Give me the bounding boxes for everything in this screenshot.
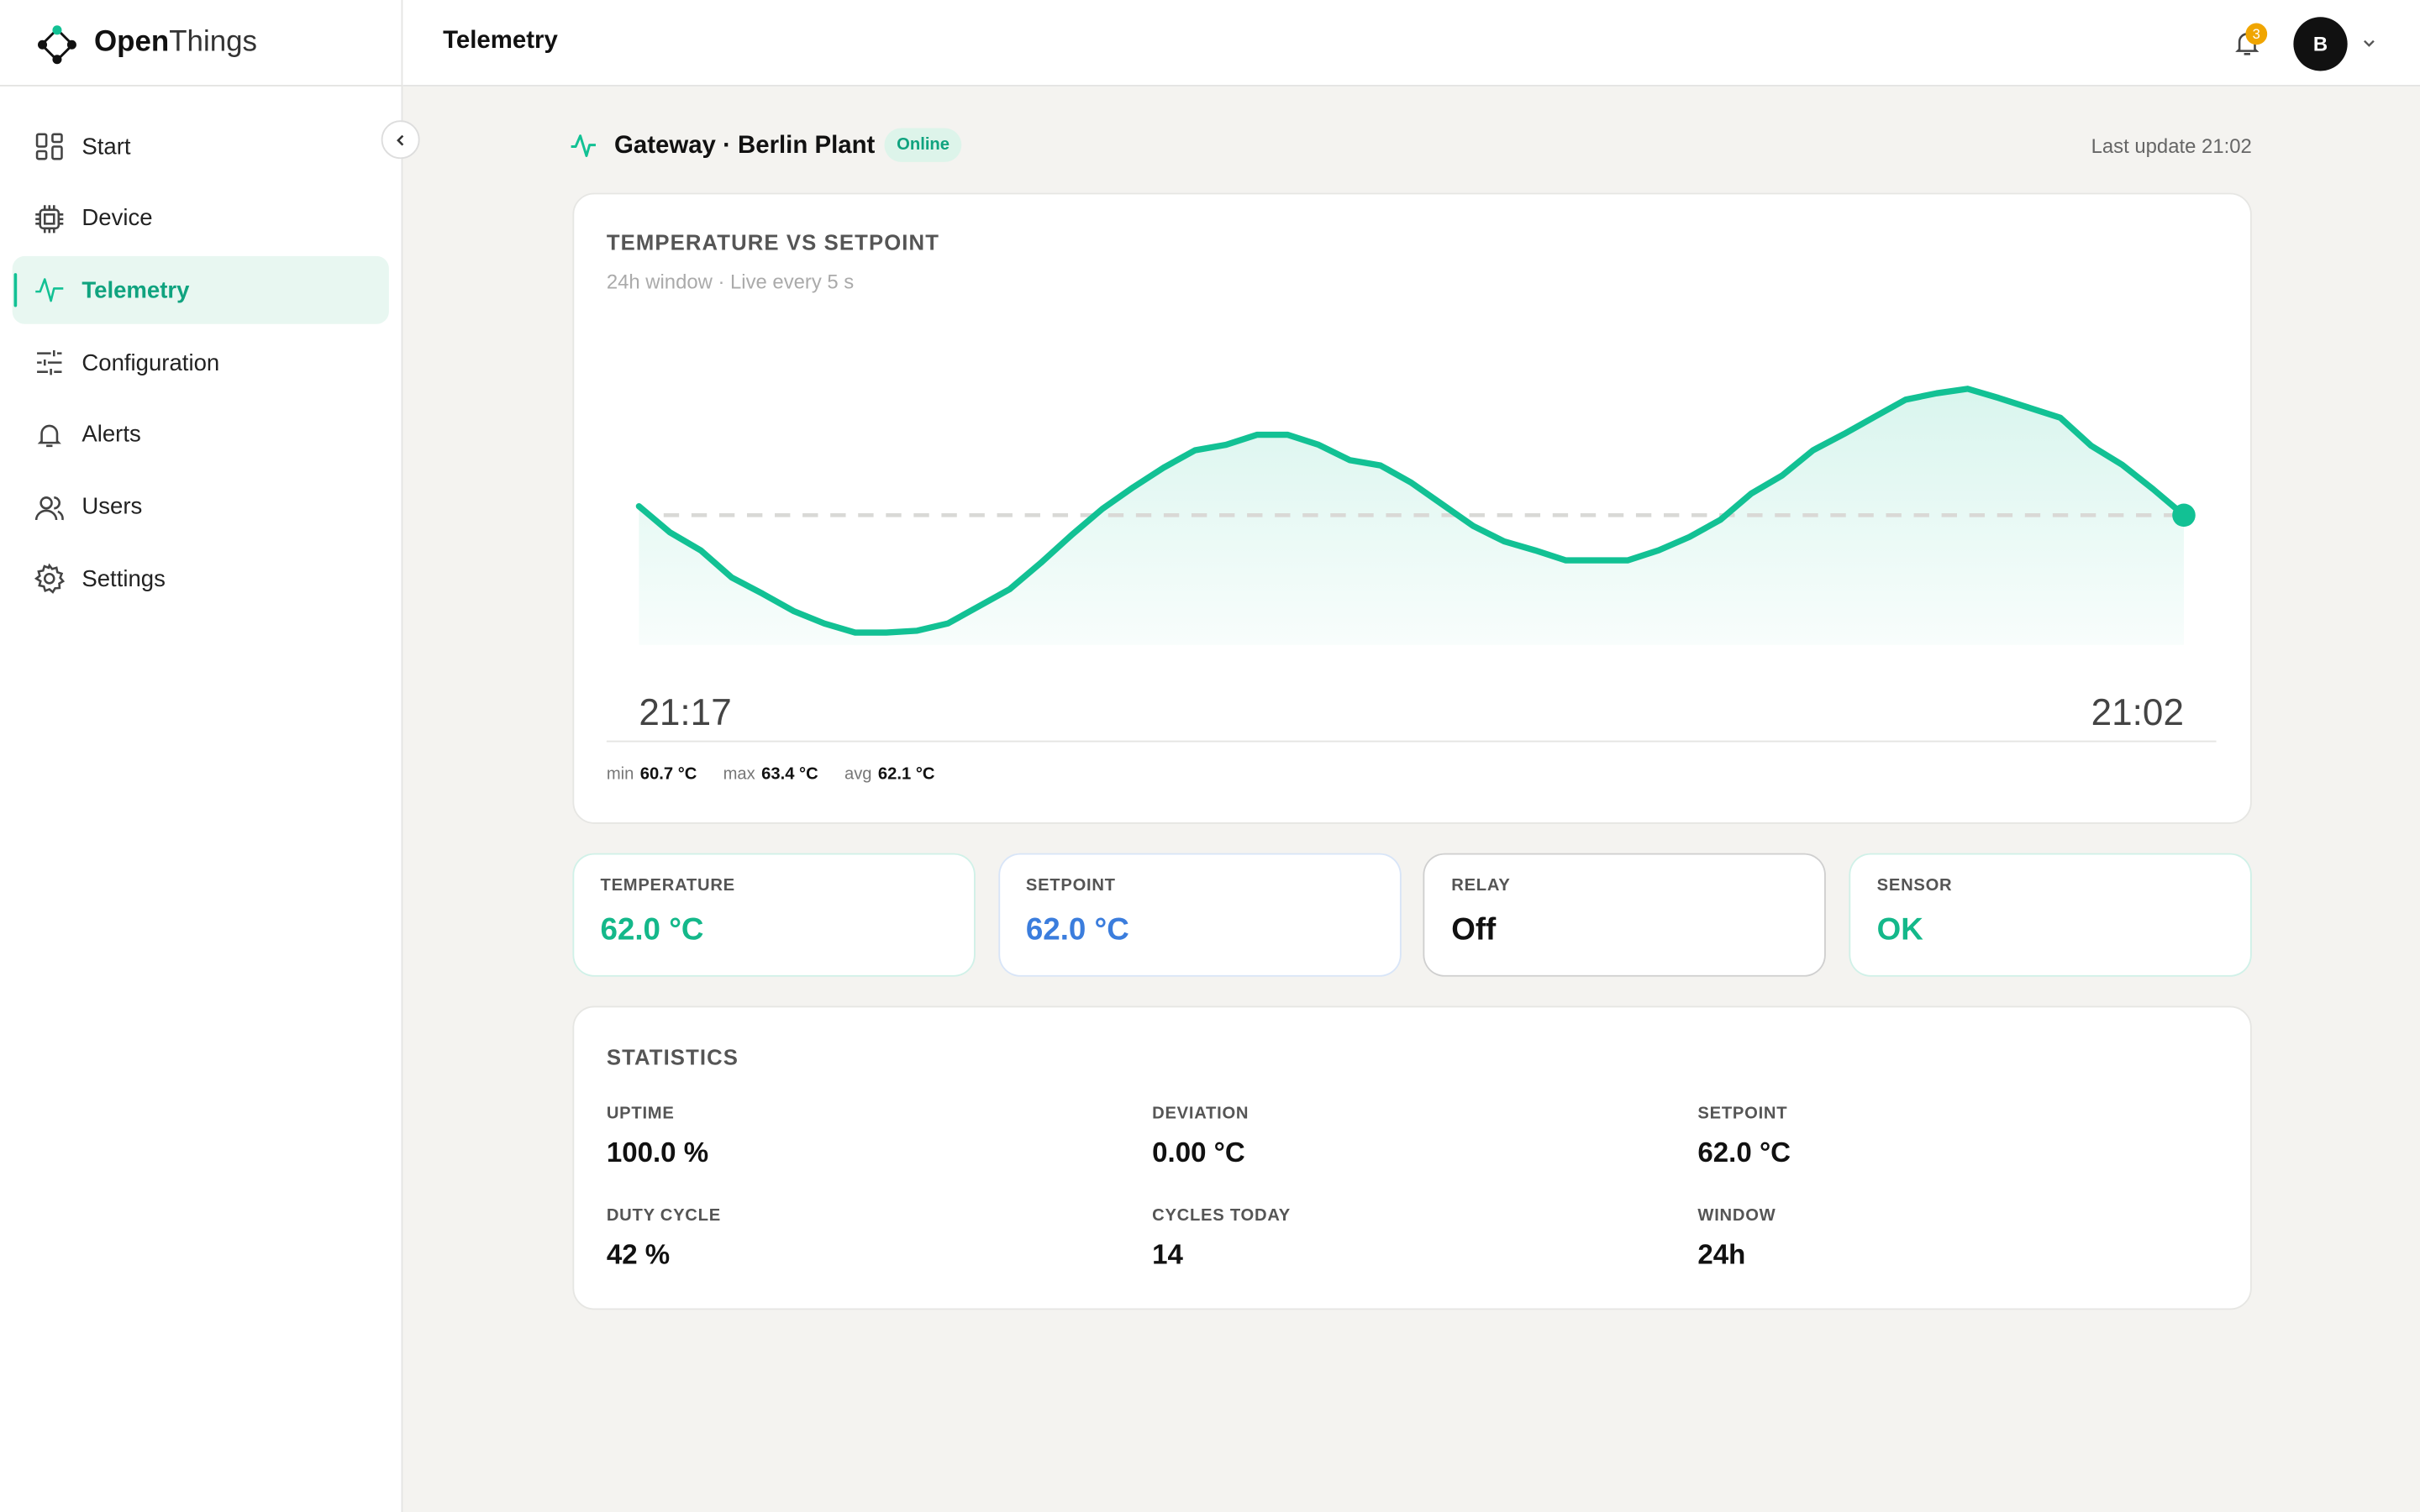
status-badge: Online bbox=[884, 128, 962, 162]
nav-item[interactable]: Alerts bbox=[13, 401, 389, 469]
stat-value: 62.0 °C bbox=[1697, 1137, 1791, 1168]
topbar: Telemetry 3 B bbox=[402, 0, 2420, 87]
nav-label: Start bbox=[82, 133, 131, 160]
stat-value: 14 bbox=[1152, 1237, 1183, 1269]
metric-card: SENSOR OK bbox=[1849, 853, 2252, 977]
chart-card: TEMPERATURE VS SETPOINT 24h window · Liv… bbox=[572, 192, 2252, 824]
pulse-icon bbox=[571, 134, 596, 157]
metric-value: Off bbox=[1451, 913, 1497, 948]
x-end-label: 21:02 bbox=[2091, 692, 2184, 733]
metric-label: TEMPERATURE bbox=[600, 876, 735, 895]
nav-icon bbox=[34, 563, 66, 595]
sidebar: OpenThings Start Device Telemetry Configura… bbox=[0, 0, 403, 1512]
summary-label: min bbox=[606, 765, 634, 785]
metric-value: OK bbox=[1876, 913, 1923, 948]
metric-card: RELAY Off bbox=[1423, 853, 1827, 977]
stat-label: WINDOW bbox=[1697, 1205, 1776, 1225]
nav-item[interactable]: Telemetry bbox=[12, 256, 389, 325]
stat-value: 24h bbox=[1697, 1237, 1746, 1269]
summary-item: max 63.4 °C bbox=[723, 765, 818, 784]
divider bbox=[0, 85, 402, 87]
summary-label: avg bbox=[844, 765, 872, 785]
last-update: Last update 21:02 bbox=[2091, 134, 2252, 158]
page-title: Telemetry bbox=[443, 28, 558, 55]
summary-value: 62.1 °C bbox=[877, 765, 935, 785]
statistics-title: STATISTICS bbox=[606, 1044, 739, 1069]
temperature-line bbox=[635, 386, 2187, 636]
brand: OpenThings bbox=[94, 26, 257, 60]
brand-light: Things bbox=[169, 26, 257, 59]
metric-value: 62.0 °C bbox=[600, 913, 704, 948]
chevron-left bbox=[396, 134, 403, 145]
brand-bold: Open bbox=[94, 26, 170, 59]
summary-value: 60.7 °C bbox=[639, 765, 697, 785]
nav-label: Device bbox=[82, 205, 153, 232]
metric-label: SENSOR bbox=[1876, 876, 1953, 895]
nav-icon bbox=[35, 278, 64, 303]
metric-value: 62.0 °C bbox=[1025, 913, 1129, 948]
nav-label: Settings bbox=[82, 565, 166, 592]
stat-label: SETPOINT bbox=[1697, 1105, 1788, 1124]
stat-value: 42 % bbox=[606, 1237, 671, 1269]
chevron-down[interactable] bbox=[2361, 35, 2376, 50]
nav-icon bbox=[35, 204, 64, 233]
nav-item[interactable]: Configuration bbox=[13, 328, 389, 396]
nav-icon bbox=[34, 496, 64, 520]
nav-item[interactable]: Start bbox=[13, 113, 389, 181]
collapse-button[interactable] bbox=[381, 120, 420, 160]
chart-subtitle: 24h window · Live every 5 s bbox=[607, 270, 854, 293]
metric-label: RELAY bbox=[1451, 876, 1511, 895]
metric-card: SETPOINT 62.0 °C bbox=[997, 853, 1402, 977]
latest-point bbox=[2172, 503, 2196, 528]
stat-label: DEVIATION bbox=[1152, 1105, 1249, 1124]
nav-item[interactable]: Users bbox=[13, 473, 389, 541]
nav-icon bbox=[37, 424, 61, 447]
stat-label: UPTIME bbox=[606, 1105, 675, 1124]
nav-label: Alerts bbox=[82, 421, 141, 449]
nav-label: Telemetry bbox=[82, 277, 190, 304]
metric-card: TEMPERATURE 62.0 °C bbox=[572, 853, 976, 977]
stat-value: 100.0 % bbox=[606, 1137, 709, 1168]
nav-icon bbox=[35, 133, 63, 160]
stat-value: 0.00 °C bbox=[1152, 1137, 1245, 1168]
x-start-label: 21:17 bbox=[639, 692, 731, 733]
nav-label: Users bbox=[82, 493, 143, 520]
summary-label: max bbox=[723, 765, 755, 785]
avatar[interactable]: B bbox=[2293, 17, 2348, 71]
area bbox=[639, 388, 2184, 645]
logo-icon bbox=[38, 25, 76, 65]
stat-label: DUTY CYCLE bbox=[606, 1205, 721, 1225]
summary-item: min 60.7 °C bbox=[607, 765, 697, 784]
metric-label: SETPOINT bbox=[1025, 876, 1116, 895]
notification-badge: 3 bbox=[2245, 23, 2268, 45]
summary-value: 63.4 °C bbox=[761, 765, 818, 785]
nav-item[interactable]: Settings bbox=[13, 545, 389, 613]
summary: min 60.7 °C max 63.4 °C avg 62.1 °C bbox=[607, 765, 935, 784]
summary-item: avg 62.1 °C bbox=[844, 765, 935, 784]
nav-label: Configuration bbox=[82, 349, 220, 376]
chart: TEMPERATURE VS SETPOINT 24h window · Liv… bbox=[607, 232, 2217, 743]
chart-title: TEMPERATURE VS SETPOINT bbox=[607, 232, 939, 255]
nav-item[interactable]: Device bbox=[13, 185, 389, 253]
statistics-card: STATISTICS UPTIME 100.0 % DEVIATION 0.00 °C… bbox=[572, 1005, 2252, 1310]
nav-icon bbox=[37, 350, 62, 375]
device-title: Gateway · Berlin Plant bbox=[614, 132, 876, 160]
stat-label: CYCLES TODAY bbox=[1152, 1205, 1291, 1225]
